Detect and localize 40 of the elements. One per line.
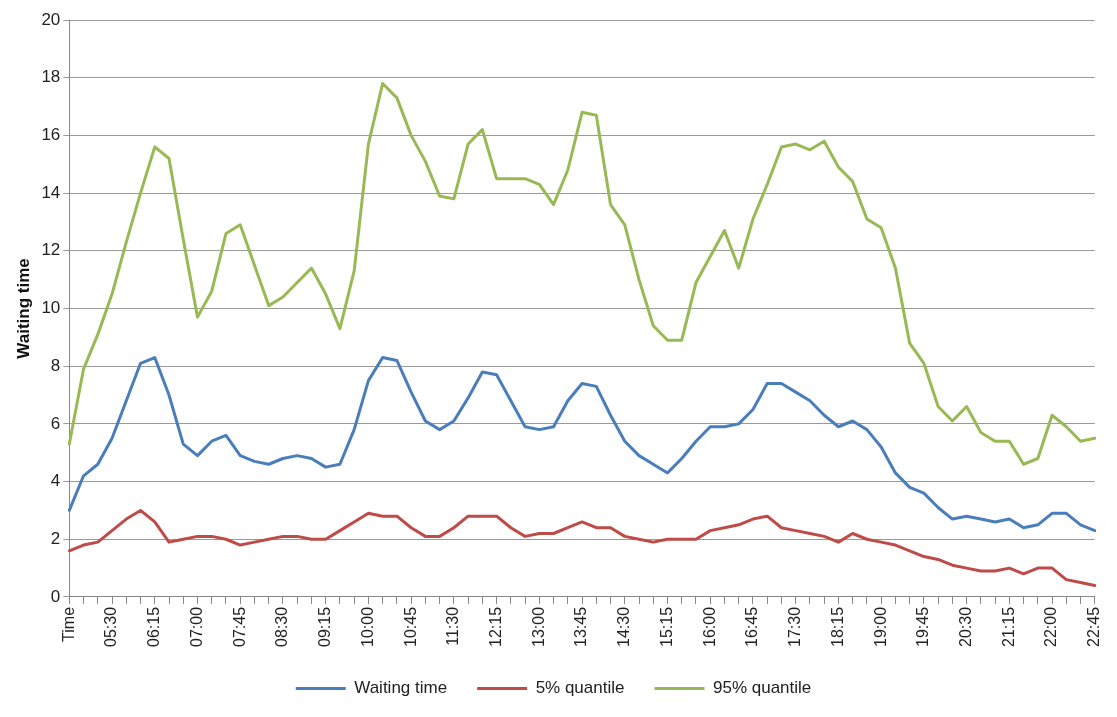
y-tick-label: 10	[41, 298, 61, 318]
x-tick-label: 22:00	[1042, 606, 1060, 648]
x-tick-label: 16:45	[743, 606, 761, 648]
y-tick-label: 0	[50, 586, 61, 606]
legend-label: Waiting time	[354, 678, 448, 698]
y-tick-label: 8	[50, 355, 61, 375]
x-tick-label: 14:30	[615, 606, 633, 648]
x-tick-label: 09:15	[316, 606, 334, 648]
x-tick-label: Time	[59, 606, 77, 642]
x-tick-label: 21:15	[999, 606, 1017, 648]
x-tick-label: 18:15	[828, 606, 846, 648]
x-tick-label: 19:45	[914, 606, 932, 648]
y-tick-label: 2	[50, 528, 61, 548]
x-tick-label: 13:00	[529, 606, 547, 648]
x-tick-label: 16:00	[700, 606, 718, 648]
x-tick-label: 08:30	[273, 606, 291, 648]
x-tick-label: 07:45	[230, 606, 248, 648]
x-tick-label: 15:15	[657, 606, 675, 648]
x-tick-label: 11:30	[444, 606, 462, 646]
y-tick-label: 20	[41, 9, 61, 29]
x-tick-label: 17:30	[786, 606, 804, 648]
y-tick-label: 12	[41, 240, 61, 260]
y-tick-label: 14	[41, 182, 61, 202]
x-tick-label: 05:30	[102, 606, 120, 648]
x-tick-label: 20:30	[957, 606, 975, 648]
y-tick-label: 6	[50, 413, 61, 433]
x-tick-label: 12:15	[487, 606, 504, 648]
x-tick-label: 10:45	[401, 606, 419, 648]
y-axis-title: Waiting time	[13, 258, 33, 359]
x-tick-label: 22:45	[1085, 606, 1103, 648]
y-tick-label: 16	[41, 125, 61, 145]
x-tick-label: 13:45	[572, 606, 590, 648]
x-tick-label: 10:00	[358, 606, 376, 648]
y-tick-label: 18	[41, 67, 61, 87]
legend-label: 5% quantile	[535, 678, 625, 698]
legend-label: 95% quantile	[712, 678, 812, 698]
x-tick-label: 06:15	[145, 606, 163, 648]
x-tick-label: 19:00	[871, 606, 889, 648]
x-tick-label: 07:00	[187, 606, 205, 648]
y-tick-label: 4	[50, 471, 61, 491]
